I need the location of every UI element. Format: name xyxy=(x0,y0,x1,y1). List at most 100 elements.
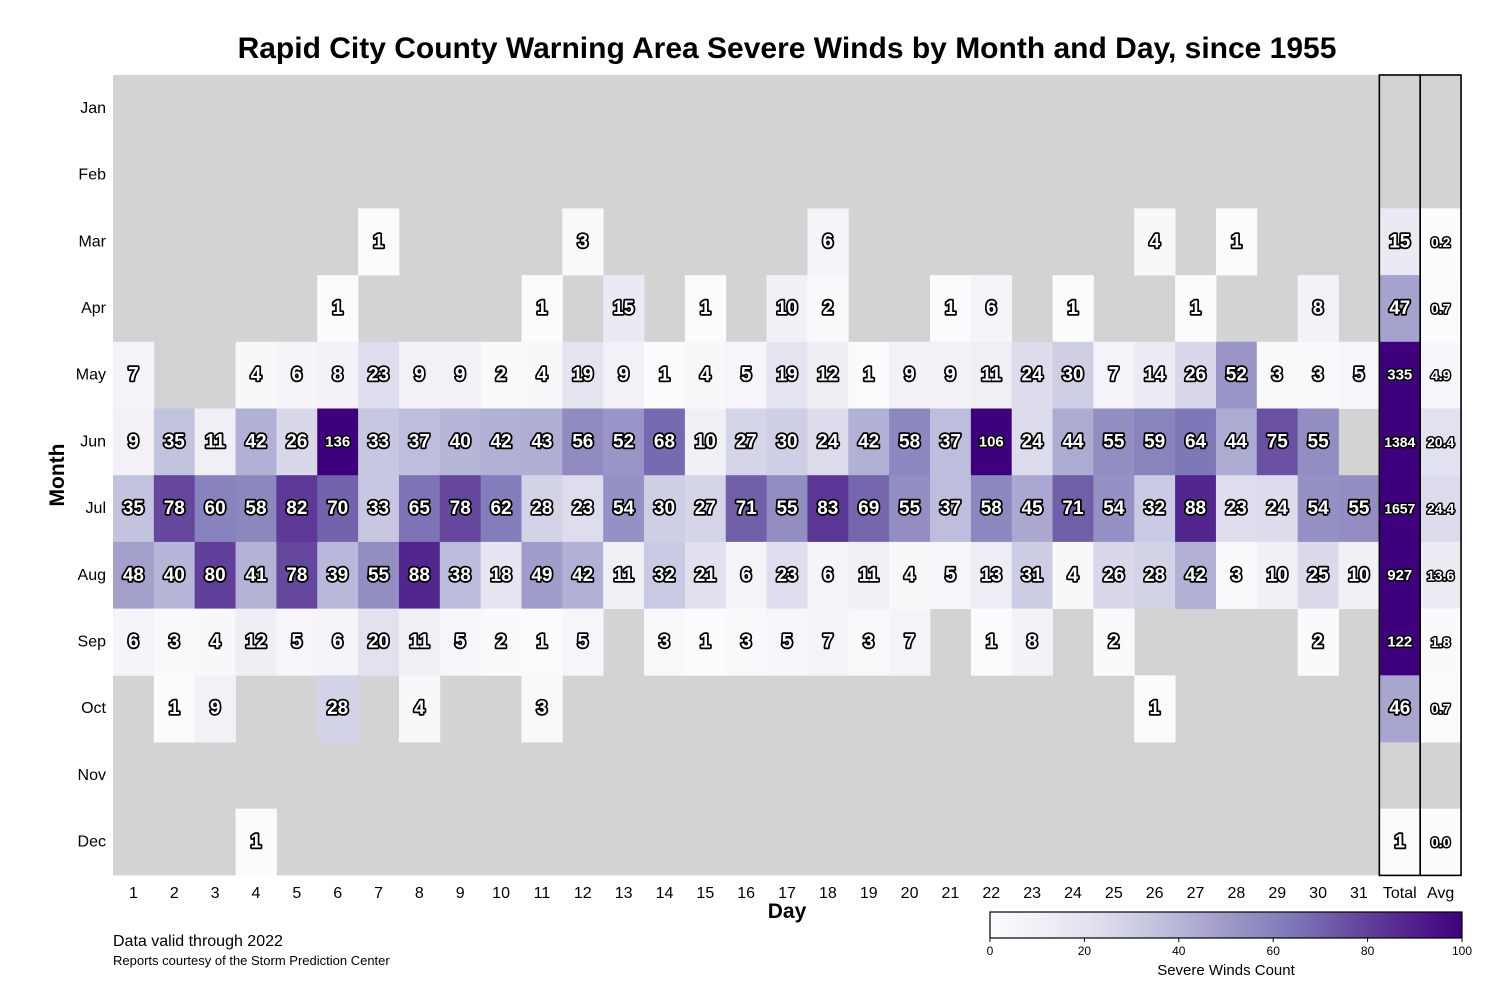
heatmap-cell-value: 3 xyxy=(659,631,670,652)
heatmap-cell-value: 78 xyxy=(286,565,307,586)
heatmap-cell xyxy=(521,341,563,409)
heatmap-cell xyxy=(113,475,155,543)
heatmap-cell xyxy=(358,208,400,276)
heatmap-cell xyxy=(1297,341,1339,409)
heatmap-cell xyxy=(1215,541,1258,609)
heatmap-cell-value: 18 xyxy=(491,565,512,586)
heatmap-cell-value: 59 xyxy=(1144,431,1165,452)
heatmap-cell xyxy=(766,475,808,543)
heatmap-cell-value: 35 xyxy=(164,431,186,452)
heatmap-cell-value: 21 xyxy=(695,565,717,586)
heatmap-cell-value: 32 xyxy=(654,565,675,586)
day-tick-label: 22 xyxy=(982,885,1000,902)
heatmap-cell-value: 6 xyxy=(292,365,303,386)
heatmap-cell xyxy=(439,608,482,676)
heatmap-cell xyxy=(235,408,277,476)
heatmap-cell xyxy=(889,408,931,476)
heatmap-cell-value: 11 xyxy=(409,631,430,652)
chart-title: Rapid City County Warning Area Severe Wi… xyxy=(238,32,1337,65)
heatmap-cell-value: 8 xyxy=(1313,298,1324,319)
heatmap-cell-value: 24 xyxy=(817,431,839,452)
heatmap-cell-value: 14 xyxy=(1144,365,1166,386)
day-tick-label: 6 xyxy=(333,885,342,902)
heatmap-cell-value: 83 xyxy=(817,498,838,519)
heatmap-cell xyxy=(1338,341,1380,409)
heatmap-cell xyxy=(398,475,441,543)
day-tick-label: 27 xyxy=(1187,885,1205,902)
month-tick-label: Jun xyxy=(80,433,106,450)
heatmap-cell-value: 5 xyxy=(455,631,466,652)
heatmap-cell xyxy=(113,408,155,476)
heatmap-cell-value: 64 xyxy=(1185,431,1207,452)
heatmap-cell-value: 2 xyxy=(496,365,507,386)
heatmap-cell-value: 60 xyxy=(205,498,226,519)
heatmap-cell xyxy=(970,475,1013,543)
heatmap-cell xyxy=(521,675,563,743)
avg-cell-value: 4.9 xyxy=(1431,367,1451,383)
colorbar-gradient xyxy=(989,911,1463,939)
month-tick-label: Mar xyxy=(78,233,106,250)
heatmap-cell xyxy=(848,341,890,409)
heatmap-cell-value: 55 xyxy=(776,498,798,519)
heatmap-cell-value: 2 xyxy=(1109,631,1120,652)
heatmap-cell xyxy=(1011,341,1053,409)
heatmap-cell xyxy=(1297,408,1339,476)
heatmap-cell-value: 3 xyxy=(537,698,548,719)
heatmap-cell xyxy=(644,541,686,609)
heatmap-cell xyxy=(194,475,236,543)
heatmap-cell-value: 88 xyxy=(1185,498,1206,519)
total-cell xyxy=(1379,275,1421,343)
data-valid-note: Data valid through 2022 xyxy=(113,933,283,950)
heatmap-cell-value: 1 xyxy=(1231,231,1242,252)
avg-cell xyxy=(1420,541,1462,609)
heatmap-cell-value: 55 xyxy=(368,565,390,586)
heatmap-cell xyxy=(521,275,563,343)
heatmap-cell-value: 11 xyxy=(614,565,635,586)
day-tick-label: 16 xyxy=(737,885,755,902)
total-cell xyxy=(1379,541,1421,609)
total-cell-value: 1384 xyxy=(1384,434,1415,450)
heatmap-cell-value: 1 xyxy=(945,298,956,319)
heatmap-cell xyxy=(317,475,359,543)
heatmap-cell-value: 54 xyxy=(1308,498,1330,519)
heatmap-cell-value: 4 xyxy=(1149,231,1160,252)
heatmap-cell xyxy=(1338,541,1380,609)
heatmap-cell-value: 35 xyxy=(123,498,145,519)
avg-tick-label: Avg xyxy=(1427,885,1454,902)
heatmap-cell xyxy=(1256,408,1299,476)
month-tick-label: Jul xyxy=(86,500,106,517)
day-tick-label: 23 xyxy=(1023,885,1041,902)
heatmap-cell xyxy=(1052,475,1094,543)
heatmap-cell-value: 33 xyxy=(368,431,389,452)
heatmap-cell-value: 31 xyxy=(1022,565,1044,586)
avg-cell-value: 0.0 xyxy=(1431,834,1451,850)
heatmap-cell xyxy=(480,541,522,609)
heatmap-cell xyxy=(603,341,645,409)
month-tick-label: Nov xyxy=(78,767,106,784)
heatmap-cell xyxy=(644,608,686,676)
heatmap-cell-value: 6 xyxy=(823,565,834,586)
heatmap-cell xyxy=(807,608,849,676)
heatmap-cell-value: 1 xyxy=(1190,298,1201,319)
heatmap-cell xyxy=(684,275,727,343)
heatmap-cell xyxy=(113,608,155,676)
heatmap-cell xyxy=(358,408,400,476)
heatmap-cell-value: 52 xyxy=(613,431,634,452)
heatmap-cell-value: 1 xyxy=(251,832,262,853)
heatmap-cell-value: 80 xyxy=(205,565,226,586)
heatmap-cell xyxy=(358,608,400,676)
heatmap-cell-value: 5 xyxy=(292,631,303,652)
heatmap-cell xyxy=(1134,408,1176,476)
avg-cell xyxy=(1420,341,1462,409)
heatmap-grid: 1 3 6 4 11 1 15 1 10 2 1 6 1 1 87 4 6 8 23 9 9 2 4 19 9 1 4 5 19 12 1 9… xyxy=(113,74,1462,877)
heatmap-cell xyxy=(603,541,645,609)
heatmap-cell xyxy=(1215,341,1258,409)
total-cell-value: 1657 xyxy=(1384,501,1415,517)
heatmap-cell-value: 19 xyxy=(776,365,797,386)
heatmap-cell xyxy=(766,541,808,609)
heatmap-cell xyxy=(725,475,767,543)
heatmap-cell xyxy=(766,408,808,476)
avg-cell xyxy=(1420,208,1462,276)
